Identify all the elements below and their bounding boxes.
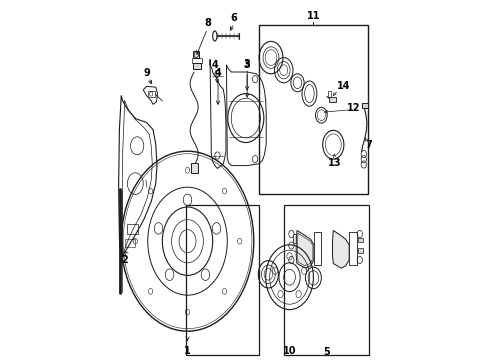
Text: 10: 10 — [282, 346, 296, 356]
Polygon shape — [210, 59, 225, 168]
Bar — [284, 205, 368, 355]
Text: 3: 3 — [244, 60, 250, 70]
Text: 8: 8 — [204, 18, 211, 28]
Polygon shape — [119, 95, 157, 263]
Bar — [348, 232, 356, 265]
Bar — [357, 238, 362, 242]
Bar — [327, 91, 330, 97]
Bar — [292, 234, 295, 243]
Bar — [147, 91, 155, 97]
Bar — [126, 224, 138, 234]
Ellipse shape — [212, 31, 217, 41]
Bar — [259, 25, 367, 194]
Bar — [192, 58, 201, 63]
Text: 6: 6 — [230, 13, 237, 23]
Text: 11: 11 — [306, 11, 320, 21]
Text: 2: 2 — [121, 255, 128, 265]
Text: 14: 14 — [336, 81, 350, 91]
Text: 5: 5 — [323, 347, 329, 357]
Bar — [125, 239, 134, 247]
Bar — [191, 163, 197, 173]
Text: 4: 4 — [214, 68, 221, 78]
Circle shape — [227, 94, 264, 143]
Bar — [361, 103, 367, 108]
Text: 7: 7 — [365, 140, 371, 150]
Polygon shape — [143, 86, 157, 104]
Text: 9: 9 — [143, 68, 149, 78]
Bar — [328, 97, 335, 102]
Polygon shape — [332, 230, 348, 268]
Text: 12: 12 — [346, 103, 360, 113]
Text: 1: 1 — [184, 346, 190, 356]
Text: 3: 3 — [244, 59, 250, 69]
Text: 4: 4 — [211, 60, 218, 70]
Bar — [186, 205, 259, 355]
Bar — [313, 232, 321, 265]
Bar — [192, 63, 201, 69]
Polygon shape — [296, 230, 313, 268]
Bar — [357, 248, 362, 253]
Polygon shape — [226, 65, 265, 166]
Bar — [193, 51, 199, 58]
Text: 13: 13 — [327, 158, 341, 168]
